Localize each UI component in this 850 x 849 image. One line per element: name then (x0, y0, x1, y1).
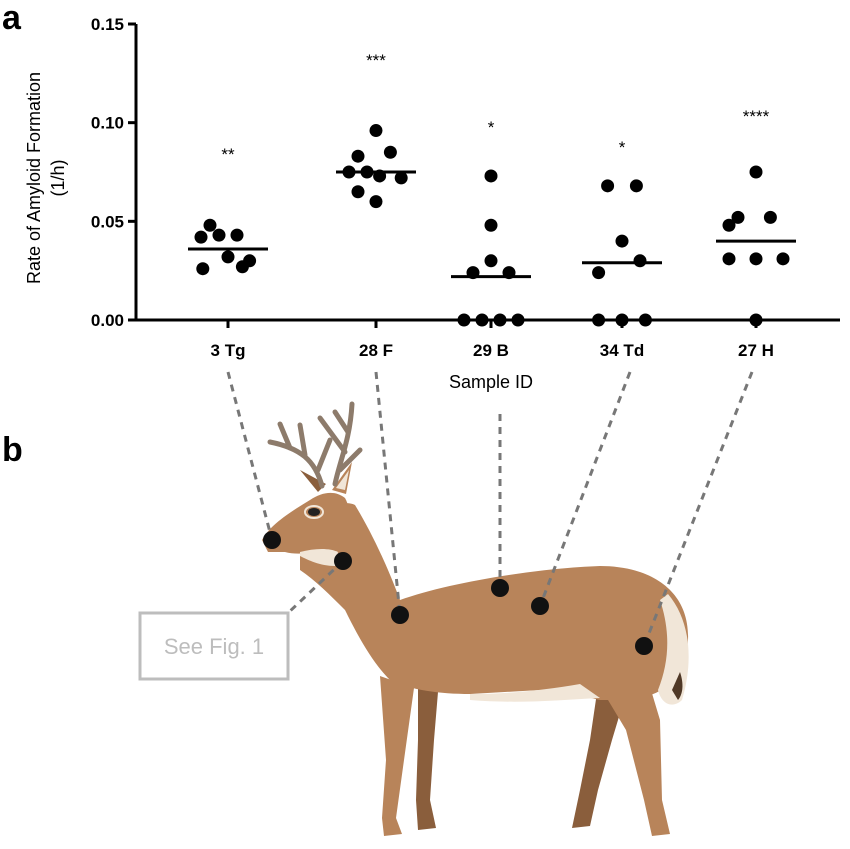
panel-label-a: a (2, 0, 22, 37)
data-point (351, 185, 365, 199)
data-point (369, 124, 383, 138)
data-point (373, 169, 387, 183)
data-point (394, 171, 408, 185)
data-point (638, 313, 652, 327)
deer-antlers (267, 401, 363, 489)
deer-belly (470, 684, 600, 702)
marker-3-tg (263, 531, 281, 549)
significance-label: ** (221, 145, 235, 164)
significance-label: * (619, 138, 626, 157)
data-point (221, 250, 235, 264)
data-point (722, 218, 736, 232)
y-ticks: 0.00 0.05 0.10 0.15 (91, 15, 136, 330)
deer-illustration (262, 401, 689, 836)
data-point (749, 165, 763, 179)
y-tick-label: 0.15 (91, 15, 124, 34)
see-fig-1-callout: See Fig. 1 (138, 611, 290, 681)
sample-markers (263, 531, 653, 655)
data-point (502, 266, 516, 280)
data-point (731, 210, 745, 224)
data-point (615, 234, 629, 248)
data-point (351, 149, 365, 163)
data-point (230, 228, 244, 242)
data-point (763, 210, 777, 224)
x-axis: 3 Tg 28 F 29 B 34 Td 27 H (134, 318, 840, 360)
data-point (475, 313, 489, 327)
data-point (369, 195, 383, 209)
x-axis-title: Sample ID (449, 372, 533, 392)
x-tick-label: 27 H (738, 341, 774, 360)
leader-lines (226, 371, 754, 647)
data-point (511, 313, 525, 327)
scatter-chart: 0.00 0.05 0.10 0.15 3 Tg 28 F 29 B 34 Td 27 H R… (24, 15, 840, 392)
marker-29-b (491, 579, 509, 597)
deer-far-foreleg (416, 660, 440, 830)
deer-head (262, 492, 350, 554)
marker-27-h (635, 637, 653, 655)
deer-eye (308, 508, 320, 516)
data-point (776, 252, 790, 266)
data-point (235, 260, 249, 274)
leader-line-34-td (538, 371, 632, 607)
x-tick-label: 34 Td (600, 341, 644, 360)
marker-callout (334, 552, 352, 570)
data-point (466, 266, 480, 280)
x-tick-label: 3 Tg (211, 341, 246, 360)
data-point (615, 313, 629, 327)
callout-box (138, 611, 290, 681)
callout-label: See Fig. 1 (164, 634, 264, 659)
data-point (592, 313, 606, 327)
leader-line-27-h (642, 371, 754, 647)
y-tick-label: 0.00 (91, 311, 124, 330)
y-axis-title: Rate of Amyloid Formation (1/h) (24, 72, 68, 284)
panel-label-b: b (2, 431, 23, 469)
data-point (342, 165, 356, 179)
data-point (484, 218, 498, 232)
deer-ear-back (300, 470, 326, 492)
data-point (484, 254, 498, 268)
data-points (194, 124, 790, 327)
data-point (601, 179, 615, 193)
significance-label: * (488, 118, 495, 137)
y-axis-title-line-2: (1/h) (48, 159, 68, 196)
data-point (212, 228, 226, 242)
data-point (749, 252, 763, 266)
deer-body (300, 552, 689, 700)
data-point (592, 266, 606, 280)
data-point (196, 262, 210, 276)
deer-throat (300, 549, 338, 566)
significance-label: **** (743, 107, 770, 126)
deer-ear-front (332, 462, 352, 494)
leader-line-28-f (374, 371, 402, 616)
data-point (383, 145, 397, 159)
x-tick-label: 29 B (473, 341, 509, 360)
y-axis: 0.00 0.05 0.10 0.15 (91, 15, 138, 330)
y-tick-label: 0.10 (91, 114, 124, 133)
y-tick-label: 0.05 (91, 212, 124, 231)
data-point (360, 165, 374, 179)
data-point (457, 313, 471, 327)
deer-eye-ring (304, 505, 324, 519)
y-axis-title-line-1: Rate of Amyloid Formation (24, 72, 44, 284)
marker-28-f (391, 606, 409, 624)
deer-near-hindleg (596, 660, 670, 836)
data-point (194, 230, 208, 244)
data-point (749, 313, 763, 327)
deer-near-foreleg (380, 676, 414, 836)
data-point (493, 313, 507, 327)
deer-tail-dark (672, 672, 683, 700)
significance-label: *** (366, 51, 386, 70)
data-point (203, 218, 217, 232)
data-point (484, 169, 498, 183)
data-point (629, 179, 643, 193)
x-ticks: 3 Tg 28 F 29 B 34 Td 27 H (211, 320, 774, 360)
significance-labels: *********** (221, 51, 769, 164)
data-point (633, 254, 647, 268)
leader-line-3-tg (226, 371, 274, 541)
marker-34-td (531, 597, 549, 615)
deer-ear-inner (336, 470, 349, 490)
x-tick-label: 28 F (359, 341, 393, 360)
data-point (722, 252, 736, 266)
